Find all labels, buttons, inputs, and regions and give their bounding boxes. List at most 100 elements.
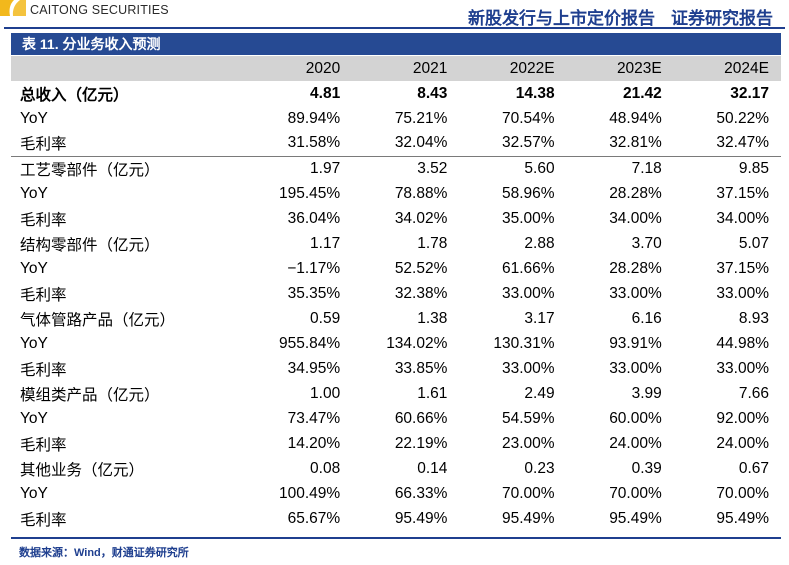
- table-row: 毛利率 36.04% 34.02% 35.00% 34.00% 34.00%: [11, 206, 781, 231]
- value-cell: 195.45%: [279, 184, 341, 202]
- value-cell: 34.00%: [716, 209, 769, 227]
- value-cell: 61.66%: [502, 259, 555, 277]
- value-cell: 70.54%: [502, 109, 555, 127]
- value-cell: 66.33%: [394, 484, 448, 502]
- value-cell: 36.04%: [287, 209, 341, 227]
- value-cell: 54.59%: [502, 409, 555, 427]
- value-cell: 14.38: [515, 84, 555, 102]
- table-row: 气体管路产品（亿元） 0.59 1.38 3.17 6.16 8.93: [11, 306, 781, 331]
- value-cell: 70.00%: [609, 484, 662, 502]
- row-label: YoY: [20, 334, 48, 352]
- row-label: 结构零部件（亿元）: [20, 236, 160, 254]
- value-cell: 28.28%: [609, 259, 662, 277]
- table-caption: 表 11. 分业务收入预测: [11, 33, 781, 55]
- value-cell: 35.00%: [502, 209, 555, 227]
- row-label: YoY: [20, 484, 48, 502]
- value-cell: 70.00%: [716, 484, 769, 502]
- value-cell: 3.99: [631, 384, 662, 402]
- row-label: 总收入（亿元）: [20, 86, 129, 104]
- table-row: 毛利率 35.35% 32.38% 33.00% 33.00% 33.00%: [11, 281, 781, 306]
- value-cell: 24.00%: [609, 434, 662, 452]
- value-cell: 95.49%: [394, 509, 448, 527]
- value-cell: 33.00%: [502, 284, 555, 302]
- column-header: 2023E: [566, 56, 674, 81]
- value-cell: 23.00%: [502, 434, 555, 452]
- value-cell: 5.60: [459, 155, 567, 181]
- value-cell: 32.17: [730, 84, 769, 102]
- value-cell: 134.02%: [386, 334, 448, 352]
- table-row: 其他业务（亿元） 0.08 0.14 0.23 0.39 0.67: [11, 456, 781, 481]
- value-cell: 37.15%: [716, 259, 769, 277]
- value-cell: 100.49%: [279, 484, 341, 502]
- value-cell: 32.47%: [716, 134, 769, 152]
- column-header: 2020: [245, 56, 353, 81]
- value-cell: 89.94%: [287, 109, 341, 127]
- value-cell: 34.00%: [609, 209, 662, 227]
- value-cell: 21.42: [622, 84, 662, 102]
- value-cell: 32.04%: [394, 134, 448, 152]
- row-label: 毛利率: [20, 286, 67, 304]
- value-cell: 8.43: [417, 84, 448, 102]
- table-row: 模组类产品（亿元） 1.00 1.61 2.49 3.99 7.66: [11, 381, 781, 406]
- value-cell: 9.85: [673, 155, 781, 181]
- value-cell: 95.49%: [716, 509, 769, 527]
- research-label: 证券研究报告: [671, 9, 773, 28]
- table-row: 总收入（亿元） 4.81 8.43 14.38 21.42 32.17: [11, 81, 781, 106]
- table-row: 毛利率 34.95% 33.85% 33.00% 33.00% 33.00%: [11, 356, 781, 381]
- value-cell: 1.97: [245, 155, 353, 181]
- table-row: 工艺零部件（亿元） 1.97 3.52 5.60 7.18 9.85: [11, 155, 781, 181]
- value-cell: 0.39: [631, 459, 662, 477]
- value-cell: 7.18: [566, 155, 674, 181]
- table-row: 结构零部件（亿元） 1.17 1.78 2.88 3.70 5.07: [11, 231, 781, 256]
- revenue-forecast-table: 2020 2021 2022E 2023E 2024E 总收入（亿元） 4.81 8…: [11, 56, 781, 531]
- column-header: 2021: [352, 56, 460, 81]
- value-cell: 1.38: [417, 309, 448, 327]
- table-bottom-rule: [11, 537, 781, 539]
- row-label: 毛利率: [20, 136, 67, 154]
- value-cell: 78.88%: [394, 184, 448, 202]
- value-cell: 92.00%: [716, 409, 769, 427]
- value-cell: 32.57%: [502, 134, 555, 152]
- value-cell: 75.21%: [394, 109, 448, 127]
- value-cell: 73.47%: [287, 409, 341, 427]
- value-cell: 33.00%: [502, 359, 555, 377]
- table-row: YoY −1.17% 52.52% 61.66% 28.28% 37.15%: [11, 256, 781, 281]
- value-cell: 31.58%: [287, 134, 341, 152]
- value-cell: 2.88: [524, 234, 555, 252]
- value-cell: 50.22%: [716, 109, 769, 127]
- table-row: YoY 89.94% 75.21% 70.54% 48.94% 50.22%: [11, 106, 781, 131]
- row-label: YoY: [20, 259, 48, 277]
- value-cell: 95.49%: [502, 509, 555, 527]
- value-cell: 22.19%: [394, 434, 448, 452]
- value-cell: 7.66: [738, 384, 769, 402]
- value-cell: 60.00%: [609, 409, 662, 427]
- value-cell: 52.52%: [394, 259, 448, 277]
- value-cell: 6.16: [631, 309, 662, 327]
- caitong-logo-icon: [0, 0, 26, 16]
- row-label: 毛利率: [20, 211, 67, 229]
- report-type: 新股发行与上市定价报告: [468, 9, 655, 28]
- value-cell: 93.91%: [609, 334, 662, 352]
- table-header-row: 2020 2021 2022E 2023E 2024E: [11, 56, 781, 81]
- value-cell: 44.98%: [716, 334, 769, 352]
- value-cell: 70.00%: [502, 484, 555, 502]
- row-label: 工艺零部件（亿元）: [11, 155, 246, 181]
- value-cell: 8.93: [738, 309, 769, 327]
- table-row: 毛利率 65.67% 95.49% 95.49% 95.49% 95.49%: [11, 506, 781, 531]
- value-cell: 32.38%: [394, 284, 448, 302]
- value-cell: 33.00%: [716, 284, 769, 302]
- report-header-title: 新股发行与上市定价报告 证券研究报告: [468, 4, 773, 29]
- row-label: 毛利率: [20, 511, 67, 529]
- value-cell: 14.20%: [287, 434, 341, 452]
- value-cell: 33.00%: [609, 359, 662, 377]
- row-label: 其他业务（亿元）: [20, 461, 145, 479]
- value-cell: 1.61: [417, 384, 448, 402]
- value-cell: 5.07: [738, 234, 769, 252]
- row-label: YoY: [20, 409, 48, 427]
- value-cell: 1.17: [310, 234, 341, 252]
- value-cell: 95.49%: [609, 509, 662, 527]
- row-label: 模组类产品（亿元）: [20, 386, 160, 404]
- value-cell: 3.70: [631, 234, 662, 252]
- value-cell: 35.35%: [287, 284, 341, 302]
- table-row: 毛利率 14.20% 22.19% 23.00% 24.00% 24.00%: [11, 431, 781, 456]
